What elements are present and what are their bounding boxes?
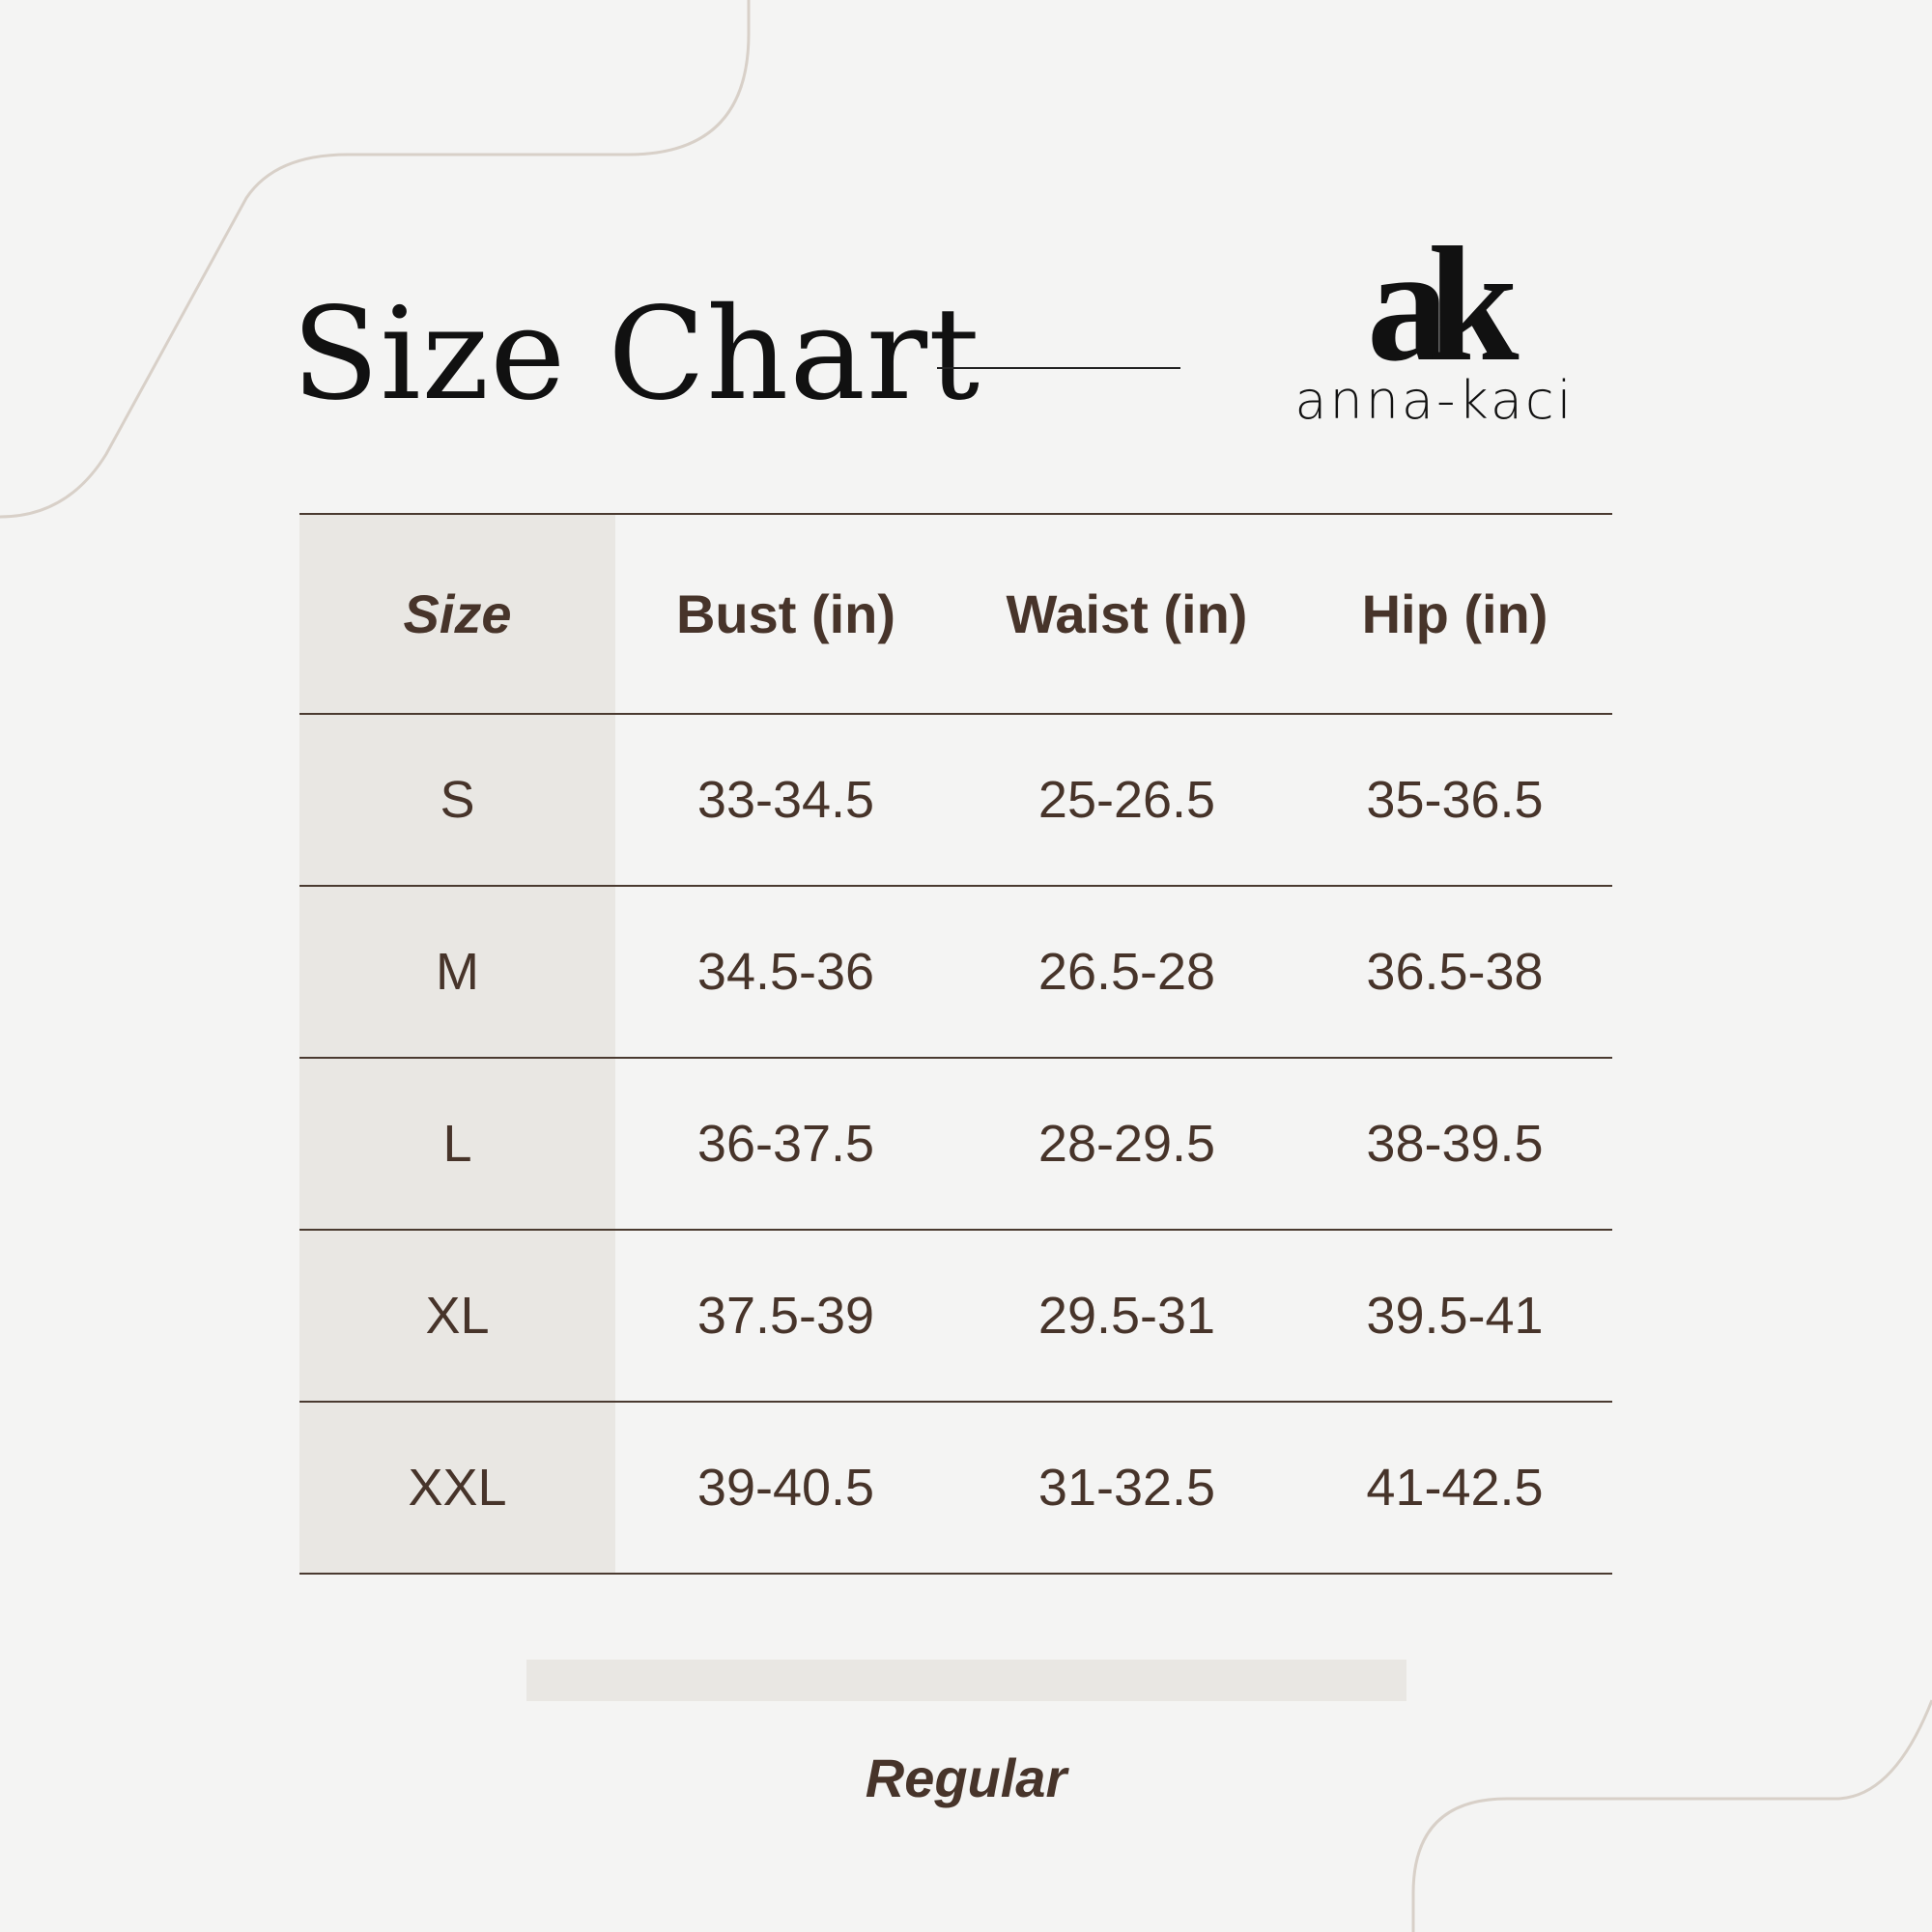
cell-bust: 39-40.5 (615, 1401, 956, 1575)
header-waist: Waist (in) (956, 513, 1297, 714)
page-title: Size Chart (292, 280, 981, 429)
table-row: L 36-37.5 28-29.5 38-39.5 (299, 1057, 1612, 1230)
cell-size: XXL (299, 1401, 615, 1575)
fit-label: Regular (865, 1747, 1067, 1808)
cell-bust: 36-37.5 (615, 1057, 956, 1230)
cell-waist: 26.5-28 (956, 885, 1297, 1058)
cell-hip: 35-36.5 (1297, 713, 1612, 886)
cell-bust: 37.5-39 (615, 1229, 956, 1402)
table-row: M 34.5-36 26.5-28 36.5-38 (299, 885, 1612, 1058)
cell-size: M (299, 885, 615, 1058)
cell-size: L (299, 1057, 615, 1230)
cell-size: XL (299, 1229, 615, 1402)
cell-waist: 25-26.5 (956, 713, 1297, 886)
table-row: XL 37.5-39 29.5-31 39.5-41 (299, 1229, 1612, 1402)
table-row: S 33-34.5 25-26.5 35-36.5 (299, 713, 1612, 886)
decorative-bar (526, 1660, 1406, 1701)
size-table: Size Bust (in) Waist (in) Hip (in) S 33-… (299, 513, 1612, 1575)
cell-bust: 33-34.5 (615, 713, 956, 886)
brand-logo: ak anna-kaci (1285, 213, 1584, 435)
cell-hip: 38-39.5 (1297, 1057, 1612, 1230)
cell-waist: 31-32.5 (956, 1401, 1297, 1575)
top-left-curve (0, 0, 751, 519)
header-hip: Hip (in) (1297, 513, 1612, 714)
header-size: Size (299, 513, 615, 714)
title-divider (937, 367, 1180, 369)
header-bust: Bust (in) (615, 513, 956, 714)
cell-bust: 34.5-36 (615, 885, 956, 1058)
cell-waist: 29.5-31 (956, 1229, 1297, 1402)
bottom-right-curve (1411, 1699, 1932, 1932)
logo-wordmark: anna-kaci (1294, 370, 1575, 431)
logo-monogram: ak (1367, 213, 1519, 395)
cell-size: S (299, 713, 615, 886)
cell-hip: 39.5-41 (1297, 1229, 1612, 1402)
cell-hip: 41-42.5 (1297, 1401, 1612, 1575)
cell-hip: 36.5-38 (1297, 885, 1612, 1058)
cell-waist: 28-29.5 (956, 1057, 1297, 1230)
table-header-row: Size Bust (in) Waist (in) Hip (in) (299, 513, 1612, 714)
table-row: XXL 39-40.5 31-32.5 41-42.5 (299, 1401, 1612, 1575)
